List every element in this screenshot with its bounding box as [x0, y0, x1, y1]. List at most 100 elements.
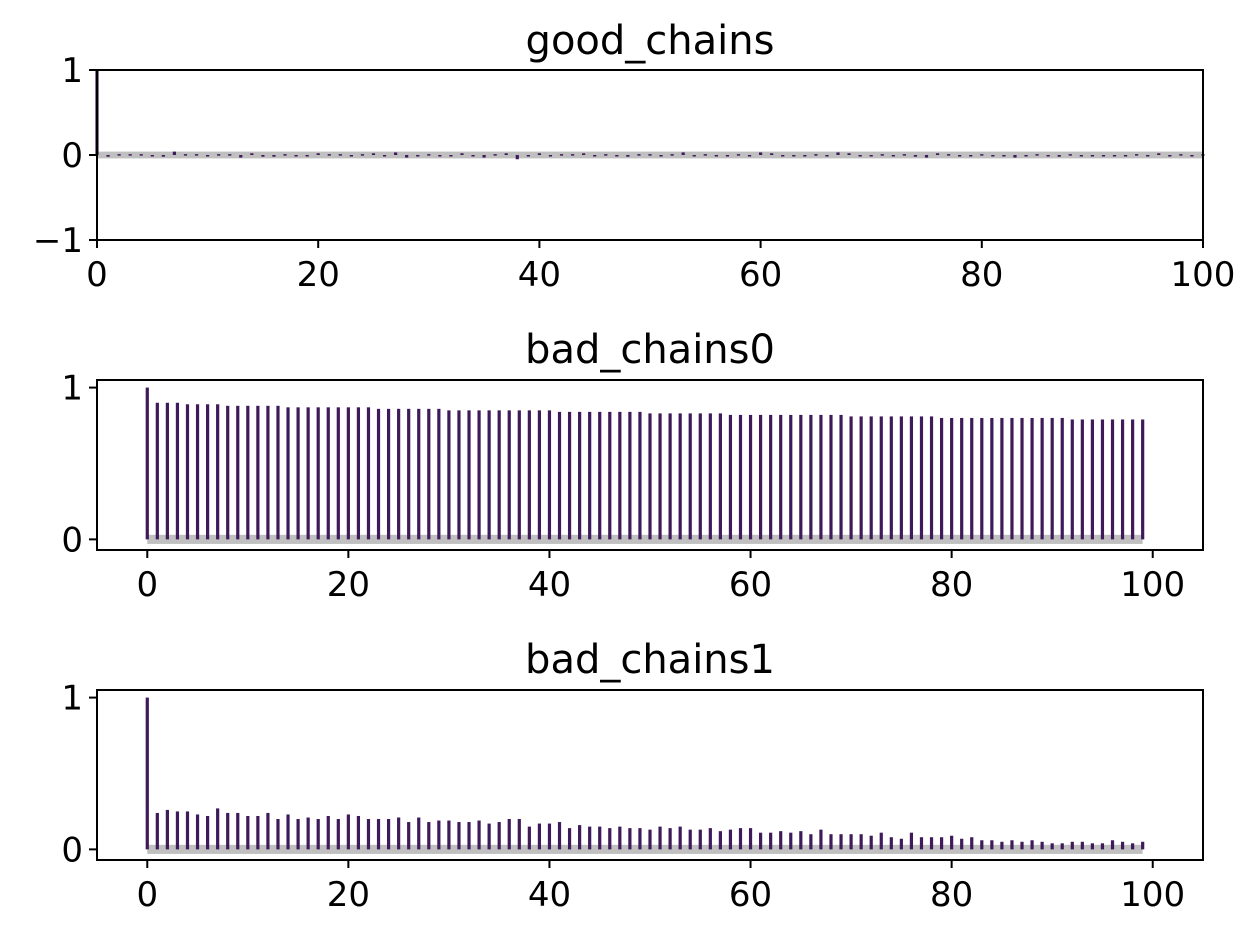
acf-bar — [1060, 843, 1064, 850]
acf-bar — [648, 154, 652, 156]
acf-bar — [346, 407, 350, 540]
acf-bar — [738, 828, 743, 850]
acf-bar — [1090, 155, 1094, 157]
acf-bar — [688, 829, 692, 850]
acf-bar — [507, 410, 511, 540]
acf-bar — [1131, 419, 1135, 540]
x-tick-label: 60 — [739, 255, 782, 295]
acf-bar — [557, 822, 562, 850]
x-tick-label: 0 — [136, 565, 158, 605]
acf-bar — [708, 828, 712, 850]
acf-bar — [336, 407, 340, 540]
acf-bar — [515, 155, 519, 160]
acf-bar — [879, 416, 883, 540]
y-tick-label: −1 — [33, 221, 83, 261]
acf-bar — [670, 154, 674, 156]
acf-bar — [548, 155, 553, 157]
acf-bar — [427, 822, 431, 850]
acf-bar — [250, 153, 254, 155]
acf-bar — [567, 828, 572, 850]
acf-bar — [1079, 155, 1083, 157]
acf-bar — [819, 414, 823, 540]
acf-bar — [929, 837, 934, 850]
acf-bar — [628, 828, 632, 850]
acf-bar — [889, 416, 893, 540]
acf-bar — [1010, 417, 1014, 540]
acf-bar — [736, 154, 741, 156]
acf-bar — [770, 153, 774, 155]
acf-bar — [226, 812, 230, 850]
acf-bar — [407, 822, 411, 850]
acf-bar — [1046, 155, 1050, 157]
acf-bar — [814, 154, 818, 156]
acf-bar — [849, 416, 853, 540]
acf-bar — [789, 414, 793, 540]
acf-bar — [217, 154, 221, 156]
acf-bar — [417, 817, 421, 850]
acf-bar — [593, 155, 597, 157]
acf-bar — [1060, 417, 1064, 540]
x-tick-label: 100 — [1120, 875, 1185, 915]
acf-bar — [950, 417, 954, 540]
acf-bar — [748, 414, 753, 540]
acf-bar — [759, 832, 763, 850]
acf-bar — [1110, 419, 1115, 540]
acf-bar — [517, 410, 521, 540]
acf-bar — [1080, 419, 1084, 540]
acf-bar — [1146, 155, 1150, 157]
acf-bar — [1050, 843, 1054, 850]
acf-bar — [1013, 155, 1017, 158]
acf-bar — [913, 155, 918, 157]
x-tick-label: 100 — [1120, 565, 1185, 605]
acf-bar — [809, 414, 813, 540]
acf-bar — [336, 819, 340, 850]
acf-bar — [1057, 155, 1061, 157]
acf-bar — [970, 837, 974, 850]
acf-bar — [567, 411, 572, 540]
acf-bar — [980, 417, 984, 540]
acf-bar — [648, 413, 652, 540]
acf-bar — [615, 155, 619, 157]
acf-bar — [799, 414, 803, 540]
acf-bar — [246, 405, 250, 540]
acf-bar — [747, 155, 752, 157]
acf-bar — [858, 155, 862, 157]
acf-bar — [405, 155, 409, 158]
acf-bar — [305, 155, 309, 157]
acf-bar — [547, 823, 552, 850]
acf-bar — [1080, 841, 1084, 850]
y-tick-label: 0 — [61, 520, 83, 560]
acf-bar — [106, 155, 110, 157]
acf-bar — [899, 838, 903, 850]
plot-frame — [96, 379, 1204, 551]
acf-bar — [668, 413, 672, 540]
acf-bar — [145, 387, 149, 540]
acf-bar — [658, 826, 662, 850]
acf-bar — [437, 820, 441, 850]
acf-bar — [960, 417, 964, 540]
acf-bar — [570, 154, 575, 156]
acf-bar — [276, 405, 280, 540]
x-tick-label: 60 — [729, 565, 772, 605]
acf-bar — [990, 840, 994, 850]
acf-bar — [487, 823, 491, 850]
acf-bar — [688, 413, 692, 540]
acf-bar — [183, 154, 188, 156]
acf-bar — [172, 151, 177, 155]
acf-bar — [658, 413, 662, 540]
acf-bar — [397, 817, 401, 850]
acf-bar — [1068, 154, 1072, 156]
acf-bar — [1131, 843, 1135, 850]
acf-bar — [497, 822, 501, 850]
acf-bar — [1123, 155, 1128, 157]
acf-bar — [272, 155, 276, 157]
acf-bar — [1000, 417, 1004, 540]
acf-bar — [1020, 841, 1024, 850]
acf-bar — [356, 407, 361, 540]
acf-bar — [588, 826, 592, 850]
acf-bar — [407, 408, 411, 540]
x-tick-label: 60 — [729, 875, 772, 915]
acf-bar — [638, 411, 642, 540]
acf-bar — [349, 155, 353, 157]
y-tick-label: 1 — [61, 369, 83, 409]
